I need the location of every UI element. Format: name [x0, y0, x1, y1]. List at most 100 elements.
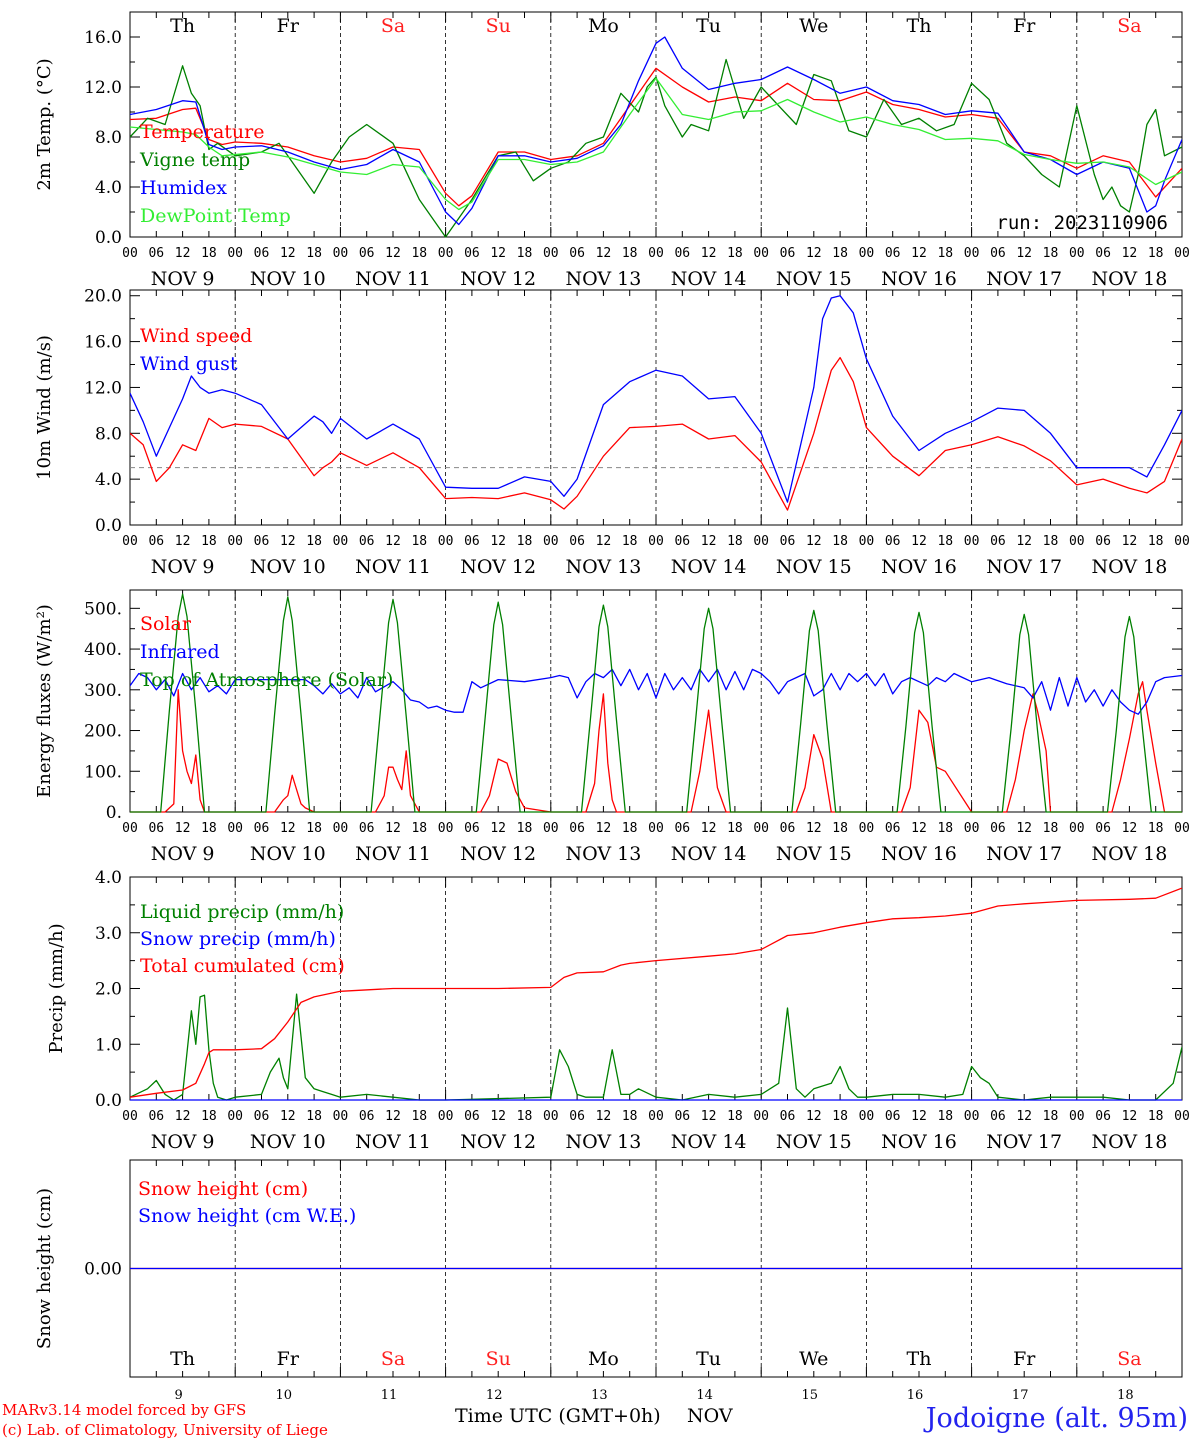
date-label: NOV 18: [1091, 268, 1167, 290]
hour-tick-label: 06: [780, 1109, 796, 1124]
date-label: NOV 9: [151, 556, 215, 578]
hour-tick-label: 00: [964, 246, 980, 261]
hour-tick-label: 06: [464, 534, 480, 549]
hour-tick-label: 18: [306, 534, 322, 549]
hour-tick-label: 12: [175, 246, 191, 261]
date-label: NOV 15: [776, 1131, 852, 1153]
hour-tick-label: 12: [490, 821, 506, 836]
date-label: NOV 13: [565, 268, 641, 290]
y-tick-label: 100.: [84, 762, 122, 782]
hour-tick-label: 00: [753, 246, 769, 261]
hour-tick-label: 06: [1095, 246, 1111, 261]
day-number: 9: [174, 1388, 182, 1403]
hour-tick-label: 06: [990, 821, 1006, 836]
series-line-liquid-precip-mm-h-: [130, 993, 1182, 1101]
hour-tick-label: 06: [569, 534, 585, 549]
day-name-top: We: [799, 15, 828, 37]
y-tick-label: 400.: [84, 640, 122, 660]
day-name-bottom: Fr: [277, 1348, 300, 1370]
hour-tick-label: 06: [148, 534, 164, 549]
hour-tick-label: 12: [280, 1109, 296, 1124]
panel-5: 0.00 Snow height (cm) Snow height (cm) Snow…: [34, 1159, 1183, 1403]
date-label: NOV 14: [671, 1131, 747, 1153]
hour-tick-label: 12: [385, 821, 401, 836]
date-label: NOV 16: [881, 1131, 957, 1153]
hour-tick-label: 18: [937, 1109, 953, 1124]
hour-tick-label: 12: [1016, 534, 1032, 549]
hour-tick-label: 06: [780, 246, 796, 261]
series-group: [130, 593, 1182, 813]
hour-tick-label: 06: [674, 246, 690, 261]
hour-tick-label: 12: [806, 1109, 822, 1124]
hour-tick-label: 18: [832, 534, 848, 549]
date-label: NOV 17: [986, 843, 1062, 865]
hour-tick-label: 12: [911, 246, 927, 261]
date-label: NOV 14: [671, 843, 747, 865]
date-label: NOV 18: [1091, 1131, 1167, 1153]
hour-tick-label: 18: [1148, 246, 1164, 261]
hour-tick-label: 18: [411, 246, 427, 261]
series-line-top-of-atmosphere-solar-: [130, 593, 1182, 813]
legend-entry: Vigne temp: [139, 149, 250, 171]
hour-tick-label: 12: [596, 534, 612, 549]
date-label: NOV 12: [460, 268, 536, 290]
hour-tick-label: 06: [780, 534, 796, 549]
hour-tick-label: 12: [1016, 821, 1032, 836]
legend-entry: Wind gust: [140, 353, 238, 375]
y-axis-label: 10m Wind (m/s): [34, 335, 55, 480]
date-label: NOV 11: [355, 1131, 431, 1153]
hour-tick-label: 06: [359, 1109, 375, 1124]
hour-tick-label: 06: [1095, 534, 1111, 549]
day-name-bottom: Mo: [588, 1348, 619, 1370]
hour-tick-label: 06: [359, 821, 375, 836]
day-name-top: Sa: [1117, 15, 1141, 37]
day-name-top: Fr: [1013, 15, 1036, 37]
series-group: [130, 295, 1182, 511]
hour-tick-label: 18: [201, 821, 217, 836]
day-name-bottom: Fr: [1013, 1348, 1036, 1370]
hour-tick-label: 00: [438, 534, 454, 549]
hour-tick-label: 18: [1148, 1109, 1164, 1124]
hour-tick-label: 18: [937, 246, 953, 261]
hour-tick-label: 00: [438, 821, 454, 836]
y-tick-label: 16.0: [84, 28, 122, 48]
hour-tick-label: 00: [648, 1109, 664, 1124]
hour-tick-label: 06: [780, 821, 796, 836]
series-line-humidex: [130, 36, 1182, 226]
hour-tick-label: 12: [911, 534, 927, 549]
hour-tick-label: 12: [385, 246, 401, 261]
series-group: [130, 887, 1182, 1101]
day-number: 17: [1012, 1388, 1029, 1403]
y-tick-label: 8.0: [95, 128, 122, 148]
date-label: NOV 9: [151, 1131, 215, 1153]
hour-tick-label: 00: [122, 821, 138, 836]
hour-tick-label: 18: [1148, 821, 1164, 836]
series-line-total-cumulated-cm-: [130, 887, 1182, 1098]
hour-tick-label: 18: [622, 534, 638, 549]
hour-tick-label: 06: [569, 246, 585, 261]
legend-entry: Humidex: [140, 177, 227, 199]
hour-tick-label: 18: [517, 246, 533, 261]
y-tick-label: 4.0: [95, 178, 122, 198]
hour-tick-label: 00: [1174, 1109, 1190, 1124]
hour-tick-label: 00: [543, 821, 559, 836]
date-label: NOV 12: [460, 556, 536, 578]
date-label: NOV 11: [355, 843, 431, 865]
hour-tick-label: 12: [911, 1109, 927, 1124]
hour-tick-label: 06: [359, 246, 375, 261]
date-label: NOV 16: [881, 556, 957, 578]
hour-tick-label: 12: [1122, 1109, 1138, 1124]
hour-tick-label: 00: [859, 534, 875, 549]
hour-tick-label: 18: [937, 534, 953, 549]
y-tick-label: 4.0: [95, 470, 122, 490]
day-number: 18: [1117, 1388, 1134, 1403]
hour-tick-label: 12: [175, 1109, 191, 1124]
hour-tick-label: 00: [438, 1109, 454, 1124]
hour-tick-label: 00: [1069, 246, 1085, 261]
y-tick-label: 12.0: [84, 78, 122, 98]
hour-tick-label: 06: [885, 246, 901, 261]
hour-tick-label: 00: [122, 1109, 138, 1124]
hour-tick-label: 12: [490, 246, 506, 261]
hour-tick-label: 18: [622, 821, 638, 836]
y-tick-label: 4.0: [95, 868, 122, 888]
